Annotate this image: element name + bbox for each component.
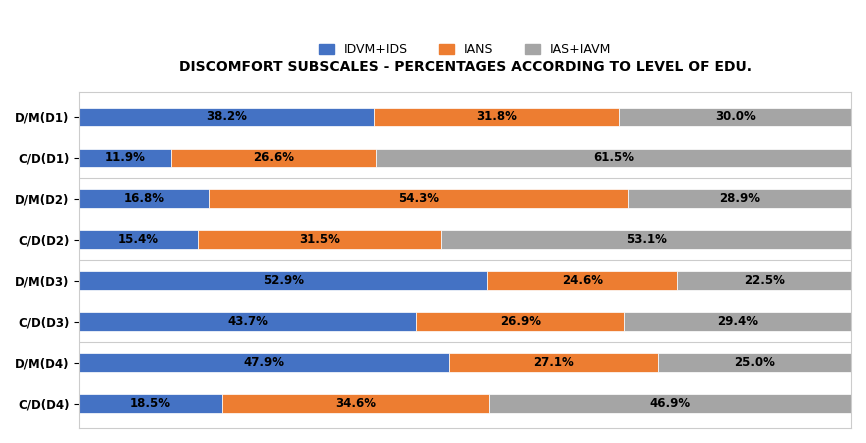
Text: 34.6%: 34.6%: [335, 397, 376, 410]
Bar: [441, 230, 851, 249]
Bar: [171, 148, 377, 167]
Bar: [377, 148, 851, 167]
Title: DISCOMFORT SUBSCALES - PERCENTAGES ACCORDING TO LEVEL OF EDU.: DISCOMFORT SUBSCALES - PERCENTAGES ACCOR…: [178, 60, 752, 74]
Text: 47.9%: 47.9%: [243, 356, 285, 369]
Text: 31.8%: 31.8%: [476, 110, 517, 123]
Bar: [79, 354, 449, 372]
Text: 15.4%: 15.4%: [118, 233, 159, 246]
Bar: [488, 272, 677, 290]
Text: 54.3%: 54.3%: [397, 192, 439, 205]
Text: 52.9%: 52.9%: [263, 274, 304, 287]
Text: 11.9%: 11.9%: [105, 151, 145, 164]
Bar: [222, 394, 489, 413]
Bar: [628, 190, 851, 208]
Bar: [79, 272, 488, 290]
Bar: [449, 354, 658, 372]
Bar: [417, 312, 624, 331]
Bar: [374, 108, 619, 126]
Bar: [209, 190, 628, 208]
Legend: IDVM+IDS, IANS, IAS+IAVM: IDVM+IDS, IANS, IAS+IAVM: [313, 38, 617, 61]
Bar: [658, 354, 851, 372]
Text: 25.0%: 25.0%: [734, 356, 775, 369]
Text: 43.7%: 43.7%: [228, 315, 268, 328]
Text: 28.9%: 28.9%: [719, 192, 760, 205]
Text: 16.8%: 16.8%: [124, 192, 165, 205]
Text: 18.5%: 18.5%: [130, 397, 171, 410]
Text: 26.9%: 26.9%: [500, 315, 540, 328]
Bar: [198, 230, 441, 249]
Text: 38.2%: 38.2%: [206, 110, 247, 123]
Text: 26.6%: 26.6%: [253, 151, 294, 164]
Text: 24.6%: 24.6%: [562, 274, 603, 287]
Bar: [79, 108, 374, 126]
Text: 53.1%: 53.1%: [625, 233, 667, 246]
Bar: [79, 230, 198, 249]
Bar: [677, 272, 851, 290]
Bar: [619, 108, 851, 126]
Bar: [79, 394, 222, 413]
Text: 61.5%: 61.5%: [593, 151, 634, 164]
Text: 29.4%: 29.4%: [717, 315, 758, 328]
Bar: [79, 312, 417, 331]
Bar: [79, 148, 171, 167]
Text: 30.0%: 30.0%: [714, 110, 756, 123]
Text: 27.1%: 27.1%: [533, 356, 574, 369]
Text: 31.5%: 31.5%: [299, 233, 340, 246]
Bar: [79, 190, 209, 208]
Bar: [624, 312, 851, 331]
Text: 22.5%: 22.5%: [744, 274, 785, 287]
Bar: [489, 394, 851, 413]
Text: 46.9%: 46.9%: [650, 397, 690, 410]
